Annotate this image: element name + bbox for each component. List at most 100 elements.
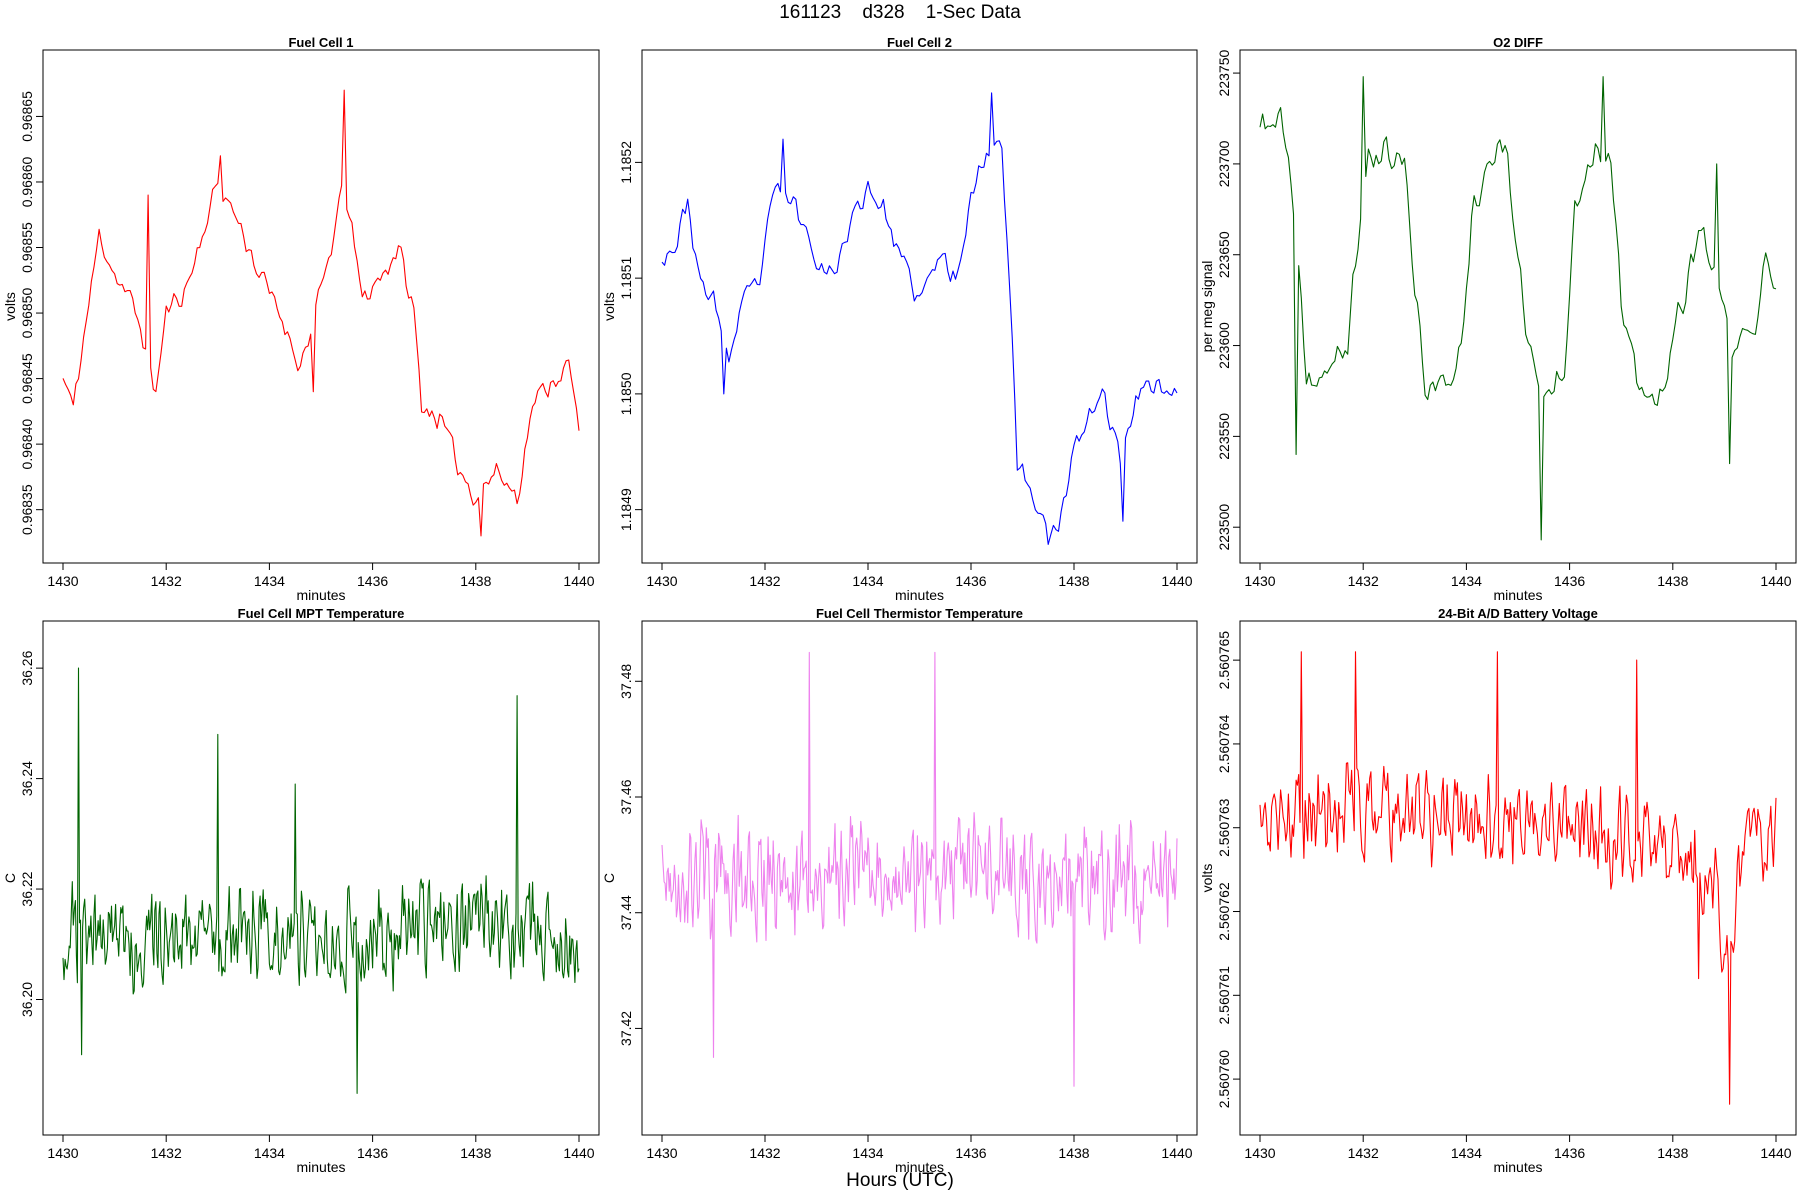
x-axis-label: minutes	[1493, 587, 1542, 603]
x-tick-label: 1436	[955, 573, 986, 589]
x-tick-label: 1432	[151, 1145, 182, 1161]
y-axis-label: C	[601, 873, 617, 883]
x-tick-label: 1440	[1760, 1145, 1791, 1161]
y-tick-label: 2.560762	[1216, 882, 1232, 941]
y-tick-label: 223600	[1216, 322, 1232, 369]
chart-title: Fuel Cell 2	[887, 35, 952, 50]
x-tick-label: 1434	[254, 1145, 285, 1161]
series-line	[661, 651, 1178, 1087]
series-line	[661, 92, 1178, 545]
x-tick-label: 1440	[563, 1145, 594, 1161]
series-line	[62, 89, 580, 537]
y-tick-label: 223650	[1216, 231, 1232, 278]
x-tick-label: 1430	[646, 573, 677, 589]
chart-panel-4: Fuel Cell MPT Temperature 1430 1432 1434 143…	[2, 606, 600, 1175]
chart-panel-3: O2 DIFF 1430 1432 1434 1436 1438 1440 minutes 22…	[1199, 35, 1797, 603]
y-tick-label: 0.96840	[19, 419, 35, 470]
x-tick-label: 1434	[1451, 573, 1482, 589]
x-tick-label: 1432	[1348, 1145, 1379, 1161]
x-tick-label: 1434	[1451, 1145, 1482, 1161]
y-tick-label: 223500	[1216, 504, 1232, 551]
chart-title: 24-Bit A/D Battery Voltage	[1438, 606, 1598, 621]
x-tick-label: 1432	[749, 1145, 780, 1161]
y-tick-label: 37.42	[618, 1011, 634, 1046]
chart-title: Fuel Cell MPT Temperature	[238, 606, 405, 621]
y-tick-label: 2.560761	[1216, 966, 1232, 1025]
x-axis-label: minutes	[895, 587, 944, 603]
plot-frame	[1239, 49, 1797, 564]
chart-title: Fuel Cell Thermistor Temperature	[816, 606, 1023, 621]
x-tick-label: 1430	[47, 1145, 78, 1161]
y-tick-label: 0.96850	[19, 288, 35, 339]
y-axis-label: per meg signal	[1199, 261, 1215, 353]
y-tick-label: 1.1852	[618, 141, 634, 184]
x-tick-label: 1438	[1058, 1145, 1089, 1161]
y-tick-label: 36.24	[19, 761, 35, 796]
y-tick-label: 36.22	[19, 871, 35, 906]
series-line	[1259, 651, 1777, 1105]
x-tick-label: 1436	[357, 573, 388, 589]
chart-title: O2 DIFF	[1493, 35, 1543, 50]
x-tick-label: 1440	[1161, 573, 1192, 589]
y-tick-label: 2.560764	[1216, 715, 1232, 774]
x-tick-label: 1440	[1760, 573, 1791, 589]
x-tick-label: 1434	[852, 573, 883, 589]
y-tick-label: 36.20	[19, 982, 35, 1017]
y-tick-label: 0.96865	[19, 91, 35, 142]
y-tick-label: 0.96835	[19, 484, 35, 535]
x-tick-label: 1436	[1554, 573, 1585, 589]
bottom-axis-label: Hours (UTC)	[846, 1170, 954, 1191]
x-tick-label: 1436	[1554, 1145, 1585, 1161]
x-tick-label: 1432	[151, 573, 182, 589]
plot-frame	[1239, 620, 1797, 1136]
chart-panel-1: Fuel Cell 1 1430 1432 1434 1436 1438 1440 minut…	[2, 35, 600, 603]
y-tick-label: 223700	[1216, 140, 1232, 187]
series-line	[1259, 76, 1777, 541]
y-tick-label: 36.26	[19, 650, 35, 685]
chart-title: Fuel Cell 1	[288, 35, 353, 50]
y-tick-label: 2.560765	[1216, 631, 1232, 690]
y-tick-label: 37.48	[618, 664, 634, 699]
chart-panel-5: Fuel Cell Thermistor Temperature 1430 1432…	[601, 606, 1198, 1175]
y-tick-label: 0.96845	[19, 353, 35, 404]
x-tick-label: 1438	[1058, 573, 1089, 589]
x-tick-label: 1430	[1244, 1145, 1275, 1161]
y-tick-label: 0.96855	[19, 222, 35, 273]
x-tick-label: 1440	[1161, 1145, 1192, 1161]
page-title: 161123 d328 1-Sec Data	[779, 2, 1021, 23]
plot-frame	[641, 49, 1198, 564]
chart-panel-2: Fuel Cell 2 1430 1432 1434 1436 1438 1440 minut…	[601, 35, 1198, 603]
series-line	[62, 667, 580, 1094]
x-tick-label: 1438	[460, 1145, 491, 1161]
y-tick-label: 2.560760	[1216, 1050, 1232, 1109]
x-tick-label: 1430	[646, 1145, 677, 1161]
y-tick-label: 223550	[1216, 413, 1232, 460]
y-axis-label: C	[2, 873, 18, 883]
x-tick-label: 1436	[357, 1145, 388, 1161]
x-tick-label: 1438	[460, 573, 491, 589]
x-tick-label: 1432	[1348, 573, 1379, 589]
y-axis-label: volts	[1199, 864, 1215, 893]
x-tick-label: 1436	[955, 1145, 986, 1161]
x-tick-label: 1430	[1244, 573, 1275, 589]
x-tick-label: 1434	[254, 573, 285, 589]
x-axis-label: minutes	[1493, 1159, 1542, 1175]
y-tick-label: 1.1851	[618, 257, 634, 300]
y-axis-label: volts	[2, 292, 18, 321]
chart-panel-6: 24-Bit A/D Battery Voltage 1430 1432 1434 14…	[1199, 606, 1797, 1175]
y-tick-label: 0.96860	[19, 156, 35, 207]
x-tick-label: 1438	[1657, 573, 1688, 589]
plot-frame	[42, 49, 600, 564]
x-tick-label: 1440	[563, 573, 594, 589]
y-axis-label: volts	[601, 292, 617, 321]
y-tick-label: 1.1850	[618, 372, 634, 415]
x-tick-label: 1434	[852, 1145, 883, 1161]
plot-frame	[42, 620, 600, 1136]
x-axis-label: minutes	[296, 1159, 345, 1175]
y-tick-label: 2.560763	[1216, 798, 1232, 857]
y-tick-label: 1.1849	[618, 488, 634, 531]
x-tick-label: 1430	[47, 573, 78, 589]
x-axis-label: minutes	[895, 1159, 944, 1175]
y-tick-label: 223750	[1216, 50, 1232, 97]
